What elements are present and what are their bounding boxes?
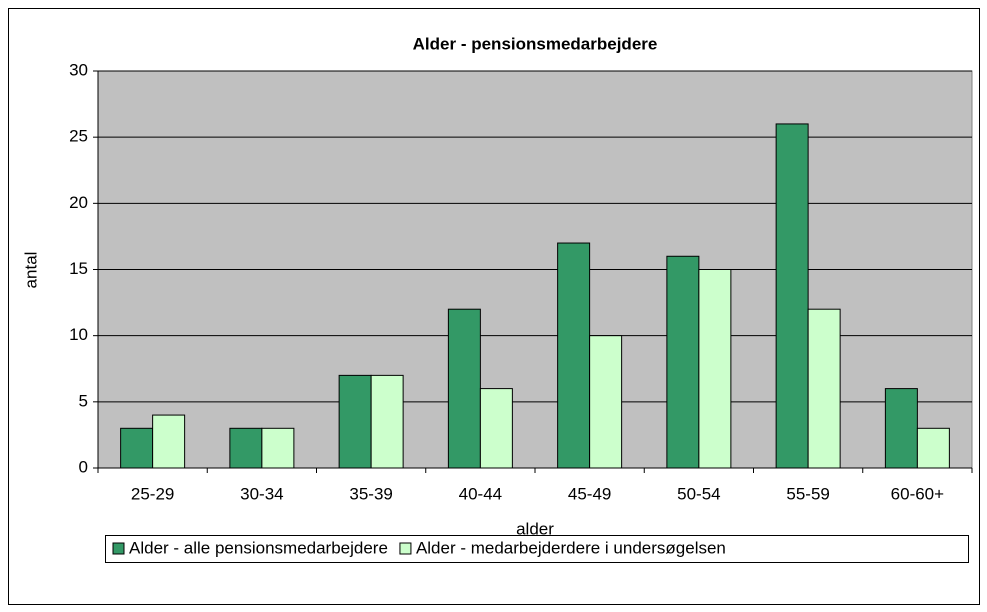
legend-label: Alder - medarbejderdere i undersøgelsen <box>416 538 726 557</box>
bar <box>152 414 186 469</box>
bar <box>775 123 809 469</box>
x-axis-label: alder <box>516 519 554 538</box>
bar <box>916 427 950 469</box>
bar <box>589 335 623 469</box>
bar <box>698 269 732 469</box>
bar <box>261 427 295 469</box>
chart-title: Alder - pensionsmedarbejdere <box>413 34 658 53</box>
bar <box>884 388 918 469</box>
bar <box>229 427 263 469</box>
bar <box>120 427 154 469</box>
y-tick-label: 25 <box>69 127 88 146</box>
x-tick-label: 45-49 <box>568 484 611 503</box>
y-tick-label: 0 <box>79 457 88 476</box>
bar <box>557 242 591 469</box>
bar <box>338 374 372 469</box>
legend-swatch <box>399 542 412 555</box>
y-tick-label: 30 <box>69 60 88 79</box>
bar <box>479 388 513 469</box>
x-tick-label: 55-59 <box>786 484 829 503</box>
bar <box>370 374 404 469</box>
y-tick-label: 20 <box>69 193 88 212</box>
x-tick-label: 35-39 <box>349 484 392 503</box>
y-axis-label: antal <box>21 252 40 289</box>
x-tick-label: 30-34 <box>240 484 283 503</box>
x-tick-label: 40-44 <box>459 484 502 503</box>
legend-swatch <box>112 542 125 555</box>
x-tick-label: 25-29 <box>131 484 174 503</box>
y-tick-label: 15 <box>69 259 88 278</box>
legend-label: Alder - alle pensionsmedarbejdere <box>129 538 388 557</box>
x-tick-label: 50-54 <box>677 484 720 503</box>
bar <box>447 308 481 469</box>
bar <box>807 308 841 469</box>
y-tick-label: 10 <box>69 325 88 344</box>
y-tick-label: 5 <box>79 391 88 410</box>
legend-box <box>105 535 969 563</box>
bar <box>666 255 700 469</box>
x-tick-label: 60-60+ <box>891 484 944 503</box>
